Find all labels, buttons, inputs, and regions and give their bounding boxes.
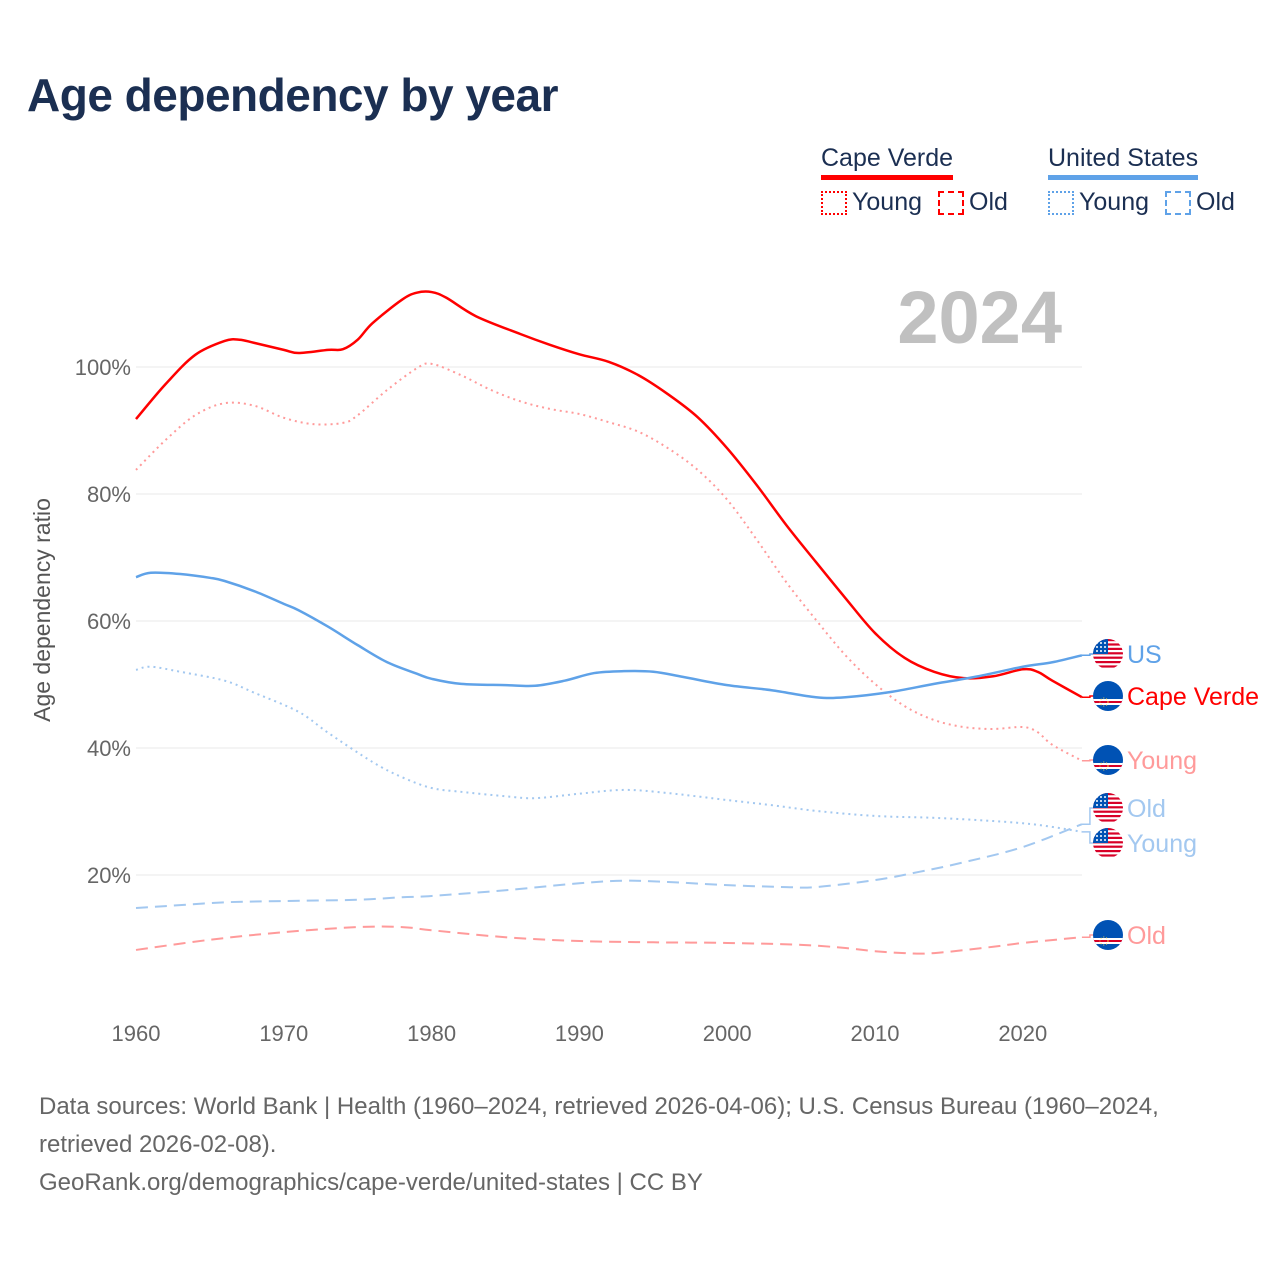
dotted-swatch-icon xyxy=(821,190,847,215)
series-line-cape-verde-young xyxy=(135,362,1083,762)
series-line-cape-verde-old xyxy=(135,925,1083,955)
label-connector xyxy=(1081,807,1094,825)
end-label: Young xyxy=(1127,747,1197,775)
end-label: US xyxy=(1127,641,1162,669)
line-chart: 2024 Age dependency ratio 20% 40% 60% 80% 10… xyxy=(29,276,1259,1046)
series-line-united-states-old xyxy=(135,823,1083,910)
grid xyxy=(136,366,1082,876)
x-tick-label: 2010 xyxy=(851,1021,900,1046)
end-label: Old xyxy=(1127,922,1166,950)
y-tick-label: 80% xyxy=(87,482,131,507)
y-tick-label: 100% xyxy=(75,355,131,380)
end-labels: Cape Verde Young Old US Young Old xyxy=(1081,639,1259,950)
footer: Data sources: World Bank | Health (1960–… xyxy=(39,1088,1249,1202)
legend-group-cape-verde[interactable]: Cape Verde Young Old xyxy=(821,144,1008,217)
source-link[interactable]: GeoRank.org/demographics/cape-verde/unit… xyxy=(39,1169,703,1196)
cape-verde-flag-icon xyxy=(1093,920,1123,950)
x-tick-label: 2000 xyxy=(703,1021,752,1046)
label-connector xyxy=(1081,831,1094,844)
series-line-cape-verde xyxy=(135,290,1083,699)
y-tick-label: 40% xyxy=(87,736,131,761)
legend-united-states-old[interactable]: Old xyxy=(1165,188,1235,217)
legend-cape-verde-label: Cape Verde xyxy=(821,144,954,180)
y-tick-label: 20% xyxy=(87,863,131,888)
label-connector xyxy=(1081,759,1094,762)
us-flag-icon xyxy=(1093,828,1123,858)
legend-item-label: Young xyxy=(852,188,922,216)
legend-united-states-young[interactable]: Young xyxy=(1048,188,1149,217)
series-lines xyxy=(135,290,1083,955)
chart-title: Age dependency by year xyxy=(27,69,558,121)
label-connector xyxy=(1081,934,1094,938)
cape-verde-flag-icon xyxy=(1093,681,1123,711)
dashed-swatch-icon xyxy=(1165,190,1191,215)
axis-ticks: 20% 40% 60% 80% 100% 1960 1970 1980 1990 2000 2010… xyxy=(75,355,1048,1046)
legend-item-label: Young xyxy=(1079,188,1149,216)
legend-group-united-states[interactable]: United States Young Old xyxy=(1048,144,1235,217)
y-axis-label: Age dependency ratio xyxy=(29,498,55,722)
dotted-swatch-icon xyxy=(1048,190,1074,215)
end-label: Cape Verde xyxy=(1127,683,1259,711)
x-tick-label: 1960 xyxy=(112,1021,161,1046)
x-tick-label: 1970 xyxy=(259,1021,308,1046)
x-tick-label: 1980 xyxy=(407,1021,456,1046)
dashed-swatch-icon xyxy=(938,190,964,215)
y-tick-label: 60% xyxy=(87,609,131,634)
data-sources: Data sources: World Bank | Health (1960–… xyxy=(39,1093,1159,1158)
series-line-united-states-young xyxy=(135,665,1083,833)
cape-verde-flag-icon xyxy=(1093,745,1123,775)
us-flag-icon xyxy=(1093,793,1123,823)
end-label: Old xyxy=(1127,795,1166,823)
label-connector xyxy=(1081,653,1094,657)
x-tick-label: 1990 xyxy=(555,1021,604,1046)
legend-item-label: Old xyxy=(1196,188,1235,216)
end-label: Young xyxy=(1127,830,1197,858)
legend-united-states-label: United States xyxy=(1048,144,1199,180)
label-connector xyxy=(1081,695,1094,698)
legend-item-label: Old xyxy=(969,188,1008,216)
year-watermark: 2024 xyxy=(897,276,1062,359)
us-flag-icon xyxy=(1093,639,1123,669)
series-line-united-states xyxy=(135,571,1083,700)
legend-cape-verde-young[interactable]: Young xyxy=(821,188,922,217)
x-tick-label: 2020 xyxy=(998,1021,1047,1046)
legend-cape-verde-old[interactable]: Old xyxy=(938,188,1008,217)
